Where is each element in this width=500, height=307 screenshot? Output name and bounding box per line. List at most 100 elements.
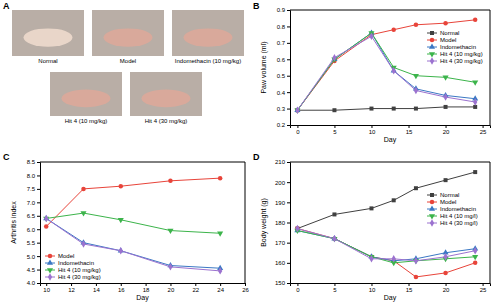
tick-mark — [409, 125, 410, 128]
point — [168, 263, 172, 270]
legend-marker — [47, 268, 53, 273]
legend-marker — [430, 38, 435, 43]
axis: 0510152025 — [291, 125, 491, 135]
legend-label: Indomethacin — [58, 260, 94, 266]
point — [443, 271, 448, 276]
point — [391, 27, 396, 32]
axis-line — [41, 284, 246, 287]
tick: 210 — [275, 159, 290, 165]
legend-item: Hit 4 (10 mg/l) — [427, 213, 478, 220]
tick: 200 — [275, 180, 290, 186]
tick: 170 — [275, 240, 290, 246]
tick-mark — [287, 10, 290, 11]
legend-item: Hit 4 (30 mg/kg) — [45, 273, 101, 280]
legend-label: Hit 4 (10 mg/kg) — [58, 267, 101, 273]
point — [392, 67, 396, 74]
point — [414, 186, 418, 190]
point — [443, 76, 449, 81]
legend-label: Hit 4 (30 mg/kg) — [58, 274, 101, 280]
point — [414, 23, 419, 28]
tick-mark — [334, 283, 335, 286]
tick-label: 20 — [443, 129, 450, 135]
axis: 0510152025 — [291, 283, 491, 293]
point — [369, 255, 373, 262]
tick: 22 — [192, 283, 199, 293]
tick: 0 — [296, 283, 300, 293]
tick-label: 8.0 — [27, 173, 36, 179]
tick: 7.0 — [27, 200, 40, 206]
tick-mark — [287, 92, 290, 93]
point — [167, 229, 173, 234]
legend-label: Model — [440, 199, 456, 205]
legend-item: Indomethacin — [45, 259, 94, 266]
tick: 25 — [480, 283, 487, 293]
tick-label: 4.5 — [27, 267, 36, 273]
legend-marker — [430, 193, 434, 197]
point — [168, 179, 173, 184]
legend-marker — [429, 43, 435, 48]
tick: 150 — [275, 280, 290, 286]
legend-marker — [429, 52, 435, 57]
tick: 6.0 — [27, 227, 40, 233]
legend-item: Hit 4 (10 mg/kg) — [45, 267, 101, 274]
axis-line — [287, 11, 291, 126]
tick-label: 5.0 — [27, 254, 36, 260]
tick: 8.0 — [27, 173, 40, 179]
point — [118, 218, 124, 223]
tick-label: 5 — [333, 287, 337, 293]
point — [332, 235, 336, 242]
legend-item: Indomethacin — [427, 43, 476, 50]
tick-mark — [287, 223, 290, 224]
photo-group: Model — [92, 10, 164, 64]
photo-group: Normal — [12, 10, 84, 64]
x-axis-title: Day — [136, 294, 149, 302]
tick: 0 — [296, 125, 300, 135]
legend-marker — [48, 273, 52, 280]
tick-mark — [37, 256, 40, 257]
tick-mark — [287, 125, 290, 126]
tick-mark — [287, 59, 290, 60]
tick-label: 24 — [217, 287, 224, 293]
point — [218, 267, 222, 274]
tick-mark — [37, 202, 40, 203]
tick: 15 — [406, 283, 413, 293]
tick: 4.0 — [27, 280, 40, 286]
axis-line — [37, 163, 41, 284]
plot-marks — [294, 170, 478, 279]
point — [443, 93, 447, 100]
legend-item: Model — [427, 199, 456, 205]
tick-mark — [371, 283, 372, 286]
tick: 26 — [242, 283, 249, 293]
tick-label: 180 — [275, 220, 286, 226]
tick: 0.7 — [277, 40, 290, 46]
photo-caption: Model — [120, 58, 136, 64]
tick-label: 7.0 — [27, 200, 36, 206]
tick-mark — [371, 125, 372, 128]
legend-marker — [430, 219, 434, 226]
tick-mark — [483, 283, 484, 286]
axis-line — [287, 163, 291, 284]
photo-group: Indomethacin (10 mg/kg) — [172, 10, 244, 64]
panel-label: C — [3, 152, 10, 162]
legend-marker — [429, 214, 435, 219]
tick-label: 20 — [168, 287, 175, 293]
plot-frame — [290, 10, 490, 125]
photo — [92, 10, 164, 56]
tick-mark — [96, 283, 97, 286]
series-line — [297, 36, 475, 110]
point — [444, 105, 448, 109]
legend-item: Normal — [427, 30, 459, 36]
series-line — [297, 229, 475, 277]
photo-paw — [62, 90, 111, 108]
point — [44, 224, 49, 229]
tick: 16 — [118, 283, 125, 293]
series-line — [46, 178, 220, 226]
point — [369, 33, 373, 40]
legend-label: Indomethacin — [440, 44, 476, 50]
tick-mark — [483, 125, 484, 128]
legend-item: Model — [427, 37, 456, 43]
series-line — [297, 107, 475, 110]
point — [369, 107, 373, 111]
x-axis-title: Day — [384, 294, 397, 302]
tick-mark — [287, 243, 290, 244]
